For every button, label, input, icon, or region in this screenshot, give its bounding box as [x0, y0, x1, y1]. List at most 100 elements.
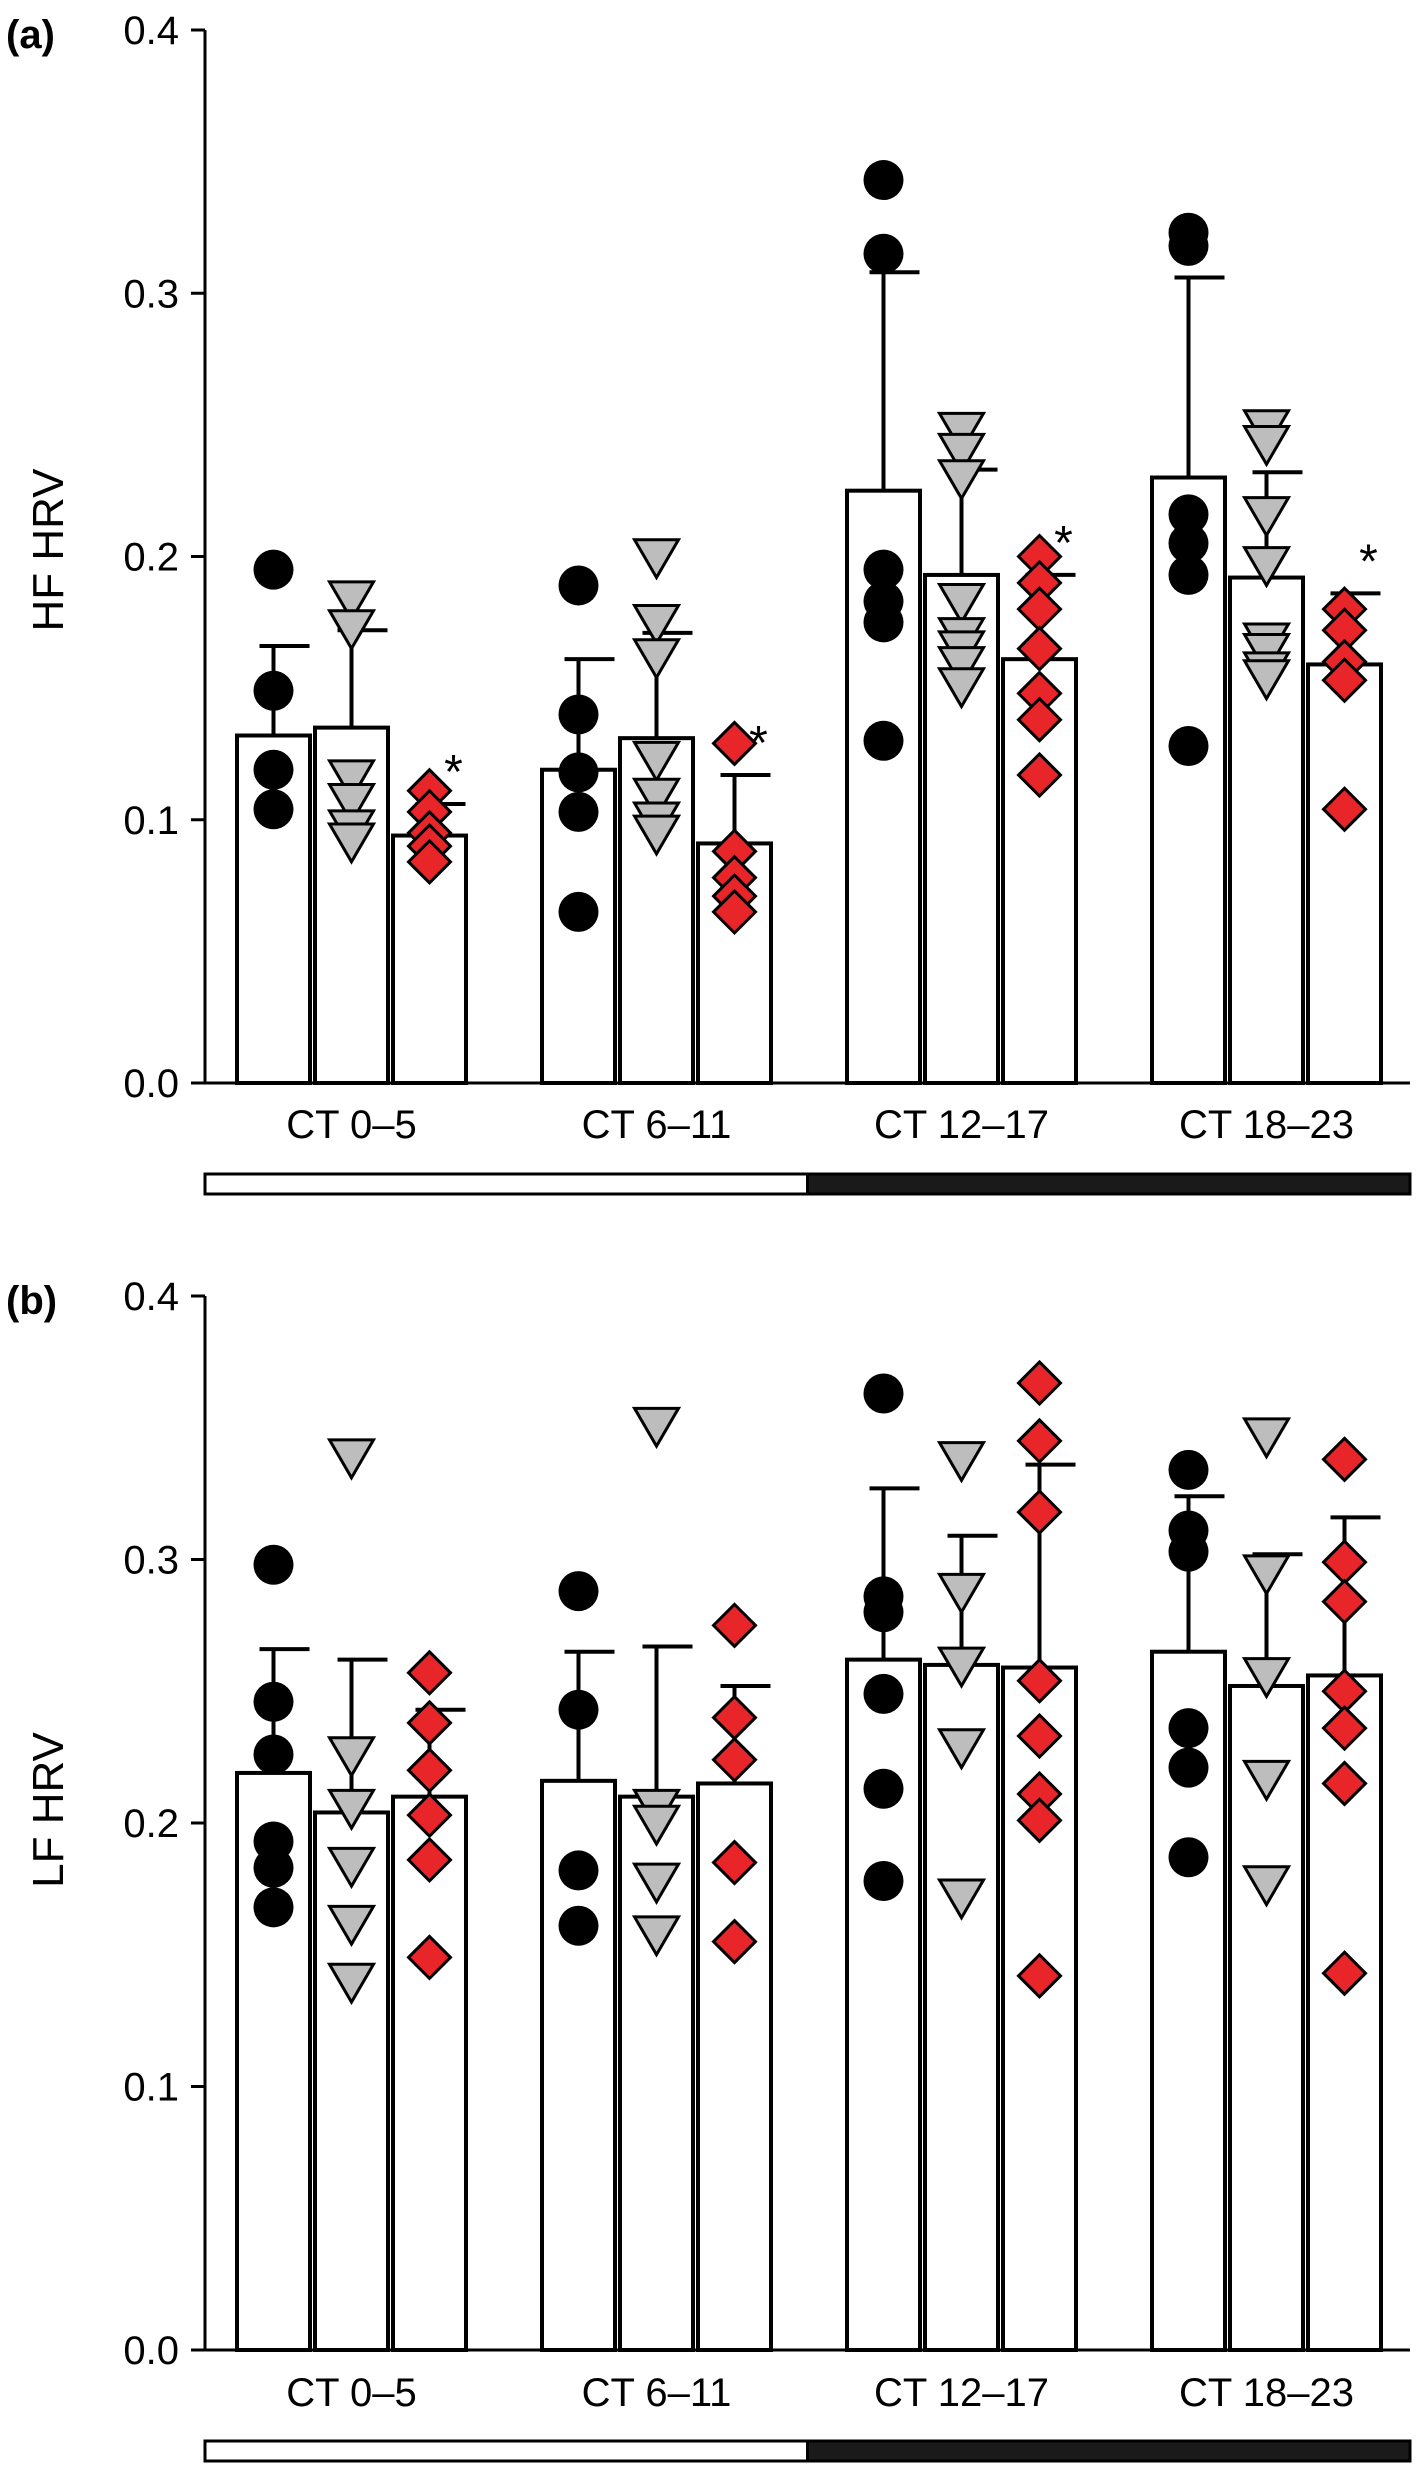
data-point-diamond [1016, 751, 1063, 799]
data-point-triangle [326, 1846, 377, 1890]
bar [1001, 1665, 1078, 2353]
data-point-triangle [631, 1915, 682, 1958]
y-tick-label: 0.0 [123, 1062, 179, 1106]
data-point-diamond [406, 1699, 453, 1746]
data-point-triangle [326, 783, 377, 826]
y-axis-label-a: HF HRV [24, 468, 73, 632]
data-point-triangle [1241, 546, 1292, 589]
panel-b: (b) LF HRV 0.0 0.1 0.2 0.3 0.4 CT 0–5 CT 6–11 C… [6, 1275, 1412, 2463]
data-point-circle [558, 752, 599, 793]
data-point-triangle [326, 1904, 377, 1948]
y-tick-label: 0.2 [123, 536, 179, 580]
data-point-circle [1168, 1747, 1209, 1788]
data-point-circle [863, 1768, 904, 1809]
y-axis-label-b: LF HRV [24, 1732, 73, 1888]
data-point-triangle [936, 1441, 987, 1484]
data-point-triangle [326, 822, 377, 865]
data-point-triangle [326, 1438, 377, 1481]
data-point-triangle [326, 1962, 377, 2006]
significance-star: * [1359, 535, 1378, 588]
data-point-circle [1168, 726, 1209, 767]
data-point-triangle [631, 604, 682, 647]
category-label: CT 12–17 [874, 2371, 1049, 2415]
data-point-circle [1168, 1449, 1209, 1490]
y-tick-label: 0.3 [123, 1539, 179, 1583]
data-point-circle [253, 1887, 294, 1928]
panel-label-a: (a) [6, 13, 55, 57]
dark-phase-bar [806, 1172, 1412, 1196]
data-point-diamond [711, 1736, 758, 1783]
data-point-diamond [406, 1934, 453, 1981]
data-point-circle [558, 891, 599, 932]
data-point-circle [863, 160, 904, 201]
bar [313, 1810, 390, 2352]
data-point-diamond [711, 1839, 758, 1886]
category-label: CT 6–11 [582, 1103, 732, 1147]
data-point-triangle [936, 1646, 987, 1689]
data-point-triangle [936, 1728, 987, 1771]
data-point-diamond [711, 720, 758, 767]
data-point-circle [558, 1571, 599, 1612]
data-point-triangle [1241, 659, 1292, 702]
data-point-triangle [326, 1736, 377, 1779]
data-point-triangle [326, 1788, 377, 1832]
data-point-circle [1168, 494, 1209, 535]
data-point-triangle [936, 667, 987, 710]
dark-phase-bar [806, 2439, 1412, 2463]
data-point-circle [558, 1689, 599, 1730]
significance-star: * [749, 717, 768, 770]
panel-a: (a) HF HRV 0.0 0.1 0.2 0.3 0.4 CT 0–5 * CT 6–11… [6, 9, 1412, 1196]
data-point-diamond [1016, 586, 1063, 633]
data-point-diamond [1321, 1950, 1368, 1997]
data-point-circle [863, 1673, 904, 1714]
data-point-circle [253, 670, 294, 711]
data-point-circle [1168, 1708, 1209, 1749]
data-point-diamond [1016, 1952, 1063, 1999]
data-point-triangle [631, 814, 682, 857]
data-point-triangle [936, 459, 987, 502]
data-point-triangle [631, 638, 682, 681]
bar [391, 1794, 468, 2352]
data-point-diamond [1016, 1359, 1063, 1407]
category-label: CT 18–23 [1179, 1103, 1354, 1147]
bar [1306, 662, 1383, 1085]
data-point-circle [253, 1734, 294, 1775]
category-label: CT 0–5 [286, 1103, 416, 1147]
light-phase-bar [203, 1172, 809, 1196]
data-point-circle [1168, 554, 1209, 595]
data-point-circle [863, 549, 904, 590]
data-point-triangle [1241, 1554, 1292, 1597]
data-point-diamond [711, 1694, 758, 1741]
data-point-triangle [631, 1406, 682, 1450]
light-phase-bar [203, 2439, 809, 2463]
category-label: CT 6–11 [582, 2371, 732, 2415]
data-point-circle [558, 1850, 599, 1891]
data-point-circle [863, 1373, 904, 1414]
data-point-triangle [1241, 496, 1292, 539]
data-point-triangle [936, 1878, 987, 1921]
data-point-circle [863, 1860, 904, 1901]
data-point-triangle [936, 411, 987, 455]
data-point-diamond [1016, 696, 1063, 743]
data-point-triangle [936, 432, 987, 476]
data-point-triangle [1241, 1417, 1292, 1460]
data-point-circle [558, 565, 599, 606]
y-tick-label: 0.0 [123, 2329, 179, 2373]
y-tick-label: 0.1 [123, 2066, 179, 2110]
data-point-triangle [1241, 1865, 1292, 1908]
data-point-diamond [1321, 657, 1368, 704]
data-point-diamond [1321, 1760, 1368, 1807]
data-point-diamond [406, 1747, 453, 1794]
data-point-triangle [936, 1572, 987, 1616]
bar [1001, 657, 1078, 1085]
data-point-triangle [936, 646, 987, 689]
data-point-triangle [1241, 1759, 1292, 1803]
data-point-diamond [1016, 1657, 1063, 1704]
data-point-circle [253, 1544, 294, 1585]
data-point-diamond [711, 1602, 758, 1649]
data-point-diamond [1321, 1705, 1368, 1752]
data-point-diamond [1016, 1797, 1063, 1844]
data-point-triangle [1241, 1657, 1292, 1700]
data-point-circle [1168, 225, 1209, 266]
